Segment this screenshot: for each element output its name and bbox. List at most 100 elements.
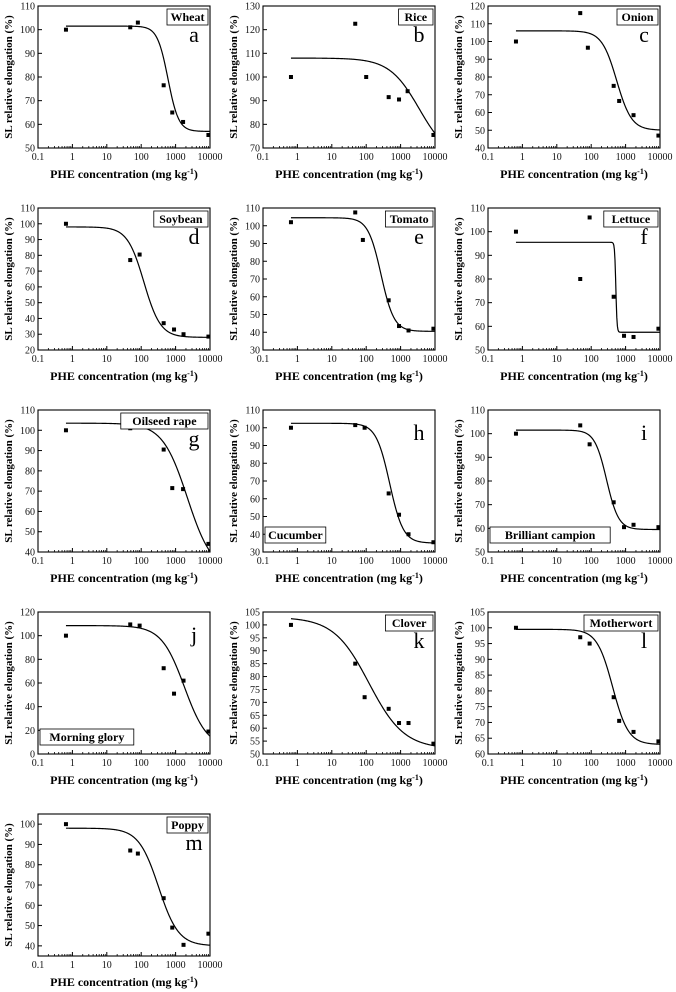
y-tick-label: 90 (475, 55, 485, 66)
y-tick-label: 80 (25, 251, 35, 262)
y-axis-label: SL relative elongation (%) (453, 419, 465, 543)
x-tick-label: 10 (102, 152, 112, 163)
y-tick-label: 60 (25, 679, 35, 690)
data-point (161, 321, 166, 326)
y-tick-label: 50 (475, 346, 485, 357)
x-tick-label: 1 (520, 758, 525, 769)
y-tick-label: 100 (470, 227, 485, 238)
y-tick-label: 95 (475, 639, 485, 650)
x-tick-label: 0.1 (482, 758, 495, 769)
crop-label: Oilseed rape (132, 414, 197, 428)
x-tick-label: 1000 (391, 354, 411, 365)
y-tick-label: 110 (470, 406, 485, 417)
x-axis-label: PHE concentration (mg kg-1) (50, 975, 198, 989)
x-tick-label: 10000 (648, 152, 673, 163)
x-tick-label: 1 (70, 758, 75, 769)
y-tick-label: 90 (475, 251, 485, 262)
data-point (431, 326, 436, 331)
x-tick-label: 1000 (616, 354, 636, 365)
x-axis-label: PHE concentration (mg kg-1) (275, 369, 423, 383)
data-point (611, 83, 616, 88)
data-point (611, 294, 616, 299)
y-tick-label: 110 (470, 204, 485, 215)
y-tick-label: 130 (245, 2, 260, 13)
chart-panel-h: 0.1 1 10 100 1000 1000030405060708090100110PH… (228, 406, 448, 586)
y-tick-label: 70 (250, 275, 260, 286)
crop-label-box (384, 210, 434, 228)
crop-label: Soybean (159, 212, 203, 226)
x-tick-label: 100 (584, 556, 599, 567)
y-tick-label: 40 (475, 144, 485, 155)
data-point (362, 695, 367, 700)
data-point (631, 113, 636, 118)
data-point (364, 75, 369, 79)
x-tick-label: 10000 (423, 354, 448, 365)
x-tick-label: 100 (134, 556, 149, 567)
x-tick-label: 10000 (648, 354, 673, 365)
x-tick-label: 1 (520, 556, 525, 567)
data-point (656, 133, 661, 138)
crop-label: Morning glory (49, 730, 124, 744)
data-point (360, 237, 365, 242)
data-point (431, 132, 436, 137)
y-tick-label: 100 (20, 219, 35, 230)
plot-frame (37, 409, 211, 553)
x-tick-label: 1000 (616, 152, 636, 163)
data-point (181, 332, 186, 337)
panel-letter: f (640, 224, 648, 249)
x-tick-label: 1 (520, 152, 525, 163)
y-tick-label: 50 (250, 310, 260, 321)
y-tick-label: 70 (25, 96, 35, 107)
y-tick-label: 55 (250, 737, 260, 748)
x-tick-label: 1000 (166, 556, 186, 567)
panel-letter: m (185, 830, 202, 855)
x-tick-label: 1 (70, 556, 75, 567)
y-tick-label: 90 (25, 840, 35, 851)
data-point (386, 491, 391, 496)
y-tick-label: 80 (25, 655, 35, 666)
y-tick-label: 50 (25, 527, 35, 538)
fit-curve (290, 618, 436, 747)
data-point (128, 622, 133, 627)
y-tick-label: 100 (470, 37, 485, 48)
data-point (578, 11, 583, 16)
data-point (137, 252, 142, 257)
data-point (406, 328, 411, 333)
y-tick-label: 100 (20, 631, 35, 642)
data-point (631, 522, 636, 527)
data-point (617, 718, 622, 723)
x-tick-label: 1 (70, 354, 75, 365)
x-tick-label: 1 (295, 556, 300, 567)
x-tick-label: 0.1 (257, 152, 270, 163)
data-point (406, 532, 411, 537)
panel-letter: l (641, 628, 647, 653)
y-tick-label: 80 (250, 672, 260, 683)
chart-panel-m: 0.1 1 10 100 1000 10000 40 50 60 70 80 90 100 PHE con… (3, 813, 223, 989)
data-point (353, 210, 358, 215)
data-point (161, 83, 166, 88)
y-tick-label: 105 (470, 608, 485, 619)
x-tick-label: 100 (584, 152, 599, 163)
data-point (288, 425, 293, 430)
y-axis-label: SL relative elongation (%) (3, 621, 15, 745)
x-tick-label: 10 (552, 354, 562, 365)
y-tick-label: 60 (475, 322, 485, 333)
y-tick-label: 100 (245, 73, 260, 84)
chart-panel-d: 0.1 1 10 100 1000 100002030405060708090100110… (3, 204, 223, 384)
data-point (161, 666, 166, 671)
fit-curve (65, 827, 211, 946)
panel-letter: b (414, 22, 425, 47)
y-tick-label: 90 (25, 446, 35, 457)
y-tick-label: 110 (245, 49, 260, 60)
x-tick-label: 0.1 (32, 556, 45, 567)
y-tick-label: 80 (25, 466, 35, 477)
y-tick-label: 105 (245, 608, 260, 619)
x-tick-label: 1000 (166, 354, 186, 365)
x-tick-label: 100 (359, 758, 374, 769)
plot-frame (487, 611, 661, 755)
y-tick-label: 40 (25, 548, 35, 559)
x-tick-label: 1000 (616, 556, 636, 567)
panel-letter: g (189, 426, 200, 451)
